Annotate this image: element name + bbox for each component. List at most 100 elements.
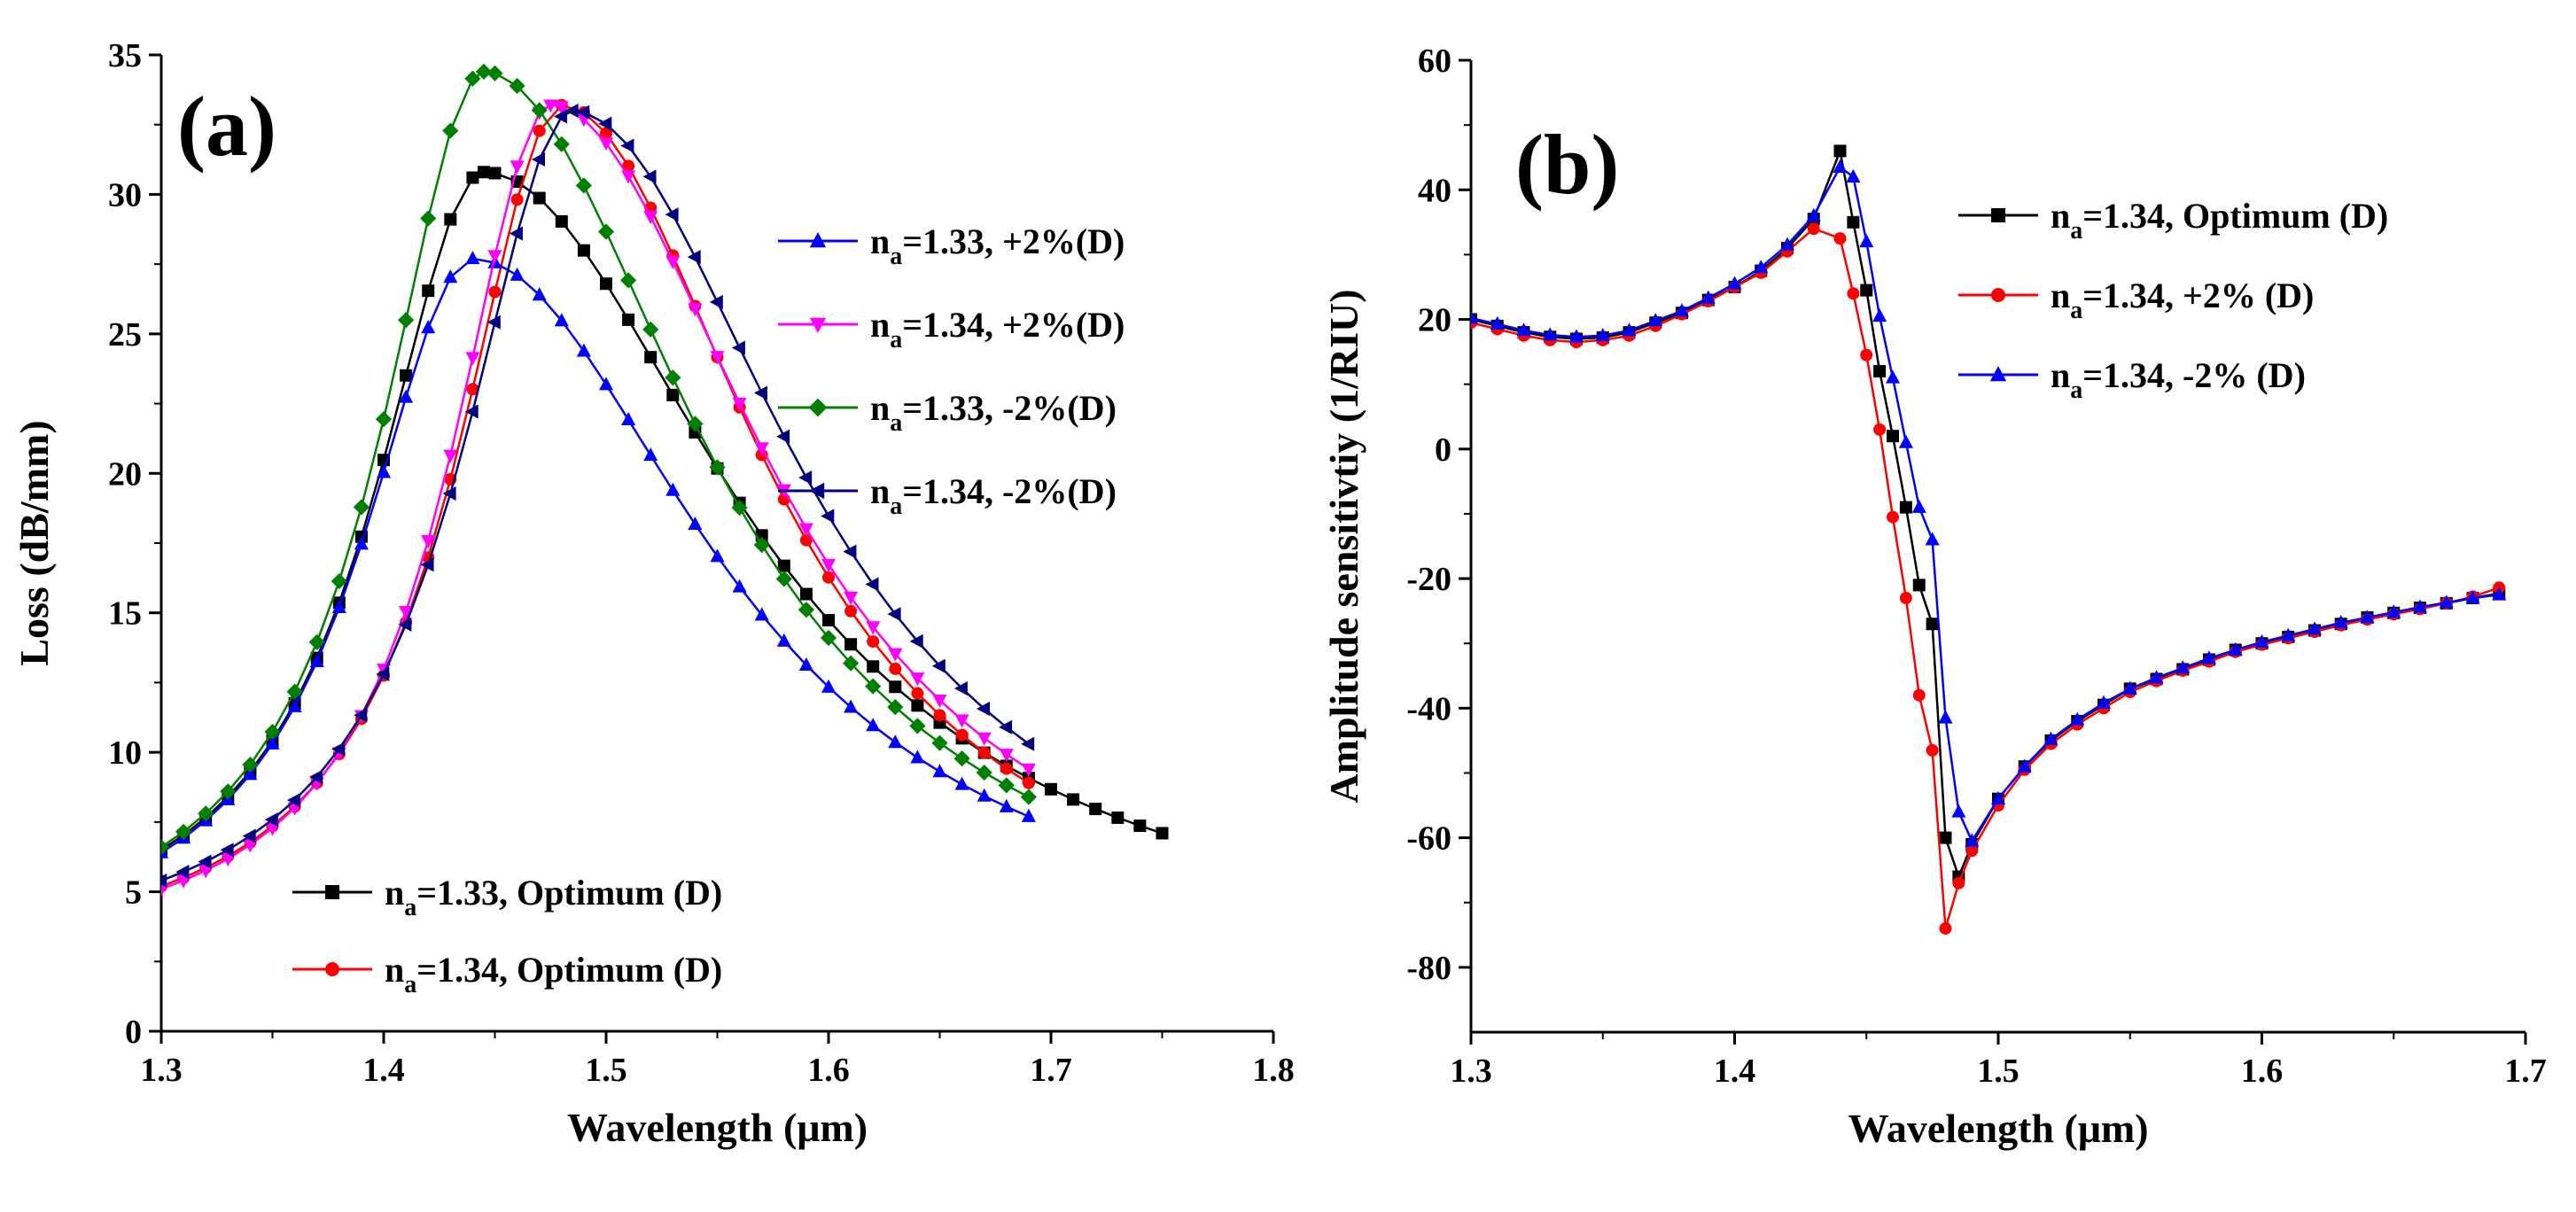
data-point-a-m2-134 [242, 828, 256, 843]
data-point-b-p2 [1952, 876, 1965, 890]
data-point-a-m2-133 [175, 823, 192, 840]
data-point-a-m2-133 [331, 572, 347, 590]
legend-label-rest: =1.33, -2%(D) [902, 388, 1117, 428]
data-point-a-p2-133 [532, 287, 547, 301]
data-point-a-m2-134 [198, 854, 212, 869]
data-point-a-p2-133 [932, 764, 947, 778]
data-point-a-opt134 [510, 193, 524, 206]
data-point-a-opt133 [799, 587, 813, 601]
data-point-a-m2-133 [798, 602, 814, 618]
data-point-a-m2-134 [308, 769, 323, 784]
y-tick-label: 30 [108, 176, 142, 214]
legend-marker-a-m2-133 [808, 398, 828, 417]
data-point-a-m2-134 [865, 577, 879, 592]
legend-label-subscript: a [890, 409, 902, 437]
data-point-a-p2-134 [910, 672, 925, 687]
data-point-b-m2 [1754, 260, 1769, 274]
data-point-a-m2-134 [753, 385, 767, 400]
data-point-b-m2 [1859, 234, 1874, 248]
data-point-a-p2-133 [866, 718, 881, 732]
legend-top: na=1.33, +2%(D)na=1.34, +2%(D)na=1.33, -… [778, 221, 1125, 520]
data-point-a-opt134 [622, 159, 635, 173]
data-point-a-p2-133 [999, 798, 1014, 812]
data-point-a-p2-133 [287, 698, 302, 712]
panel-a-chart: 1.3 1.4 1.5 1.6 1.7 1.8 0 5 10 15 20 25 30 35 Waveleng… [12, 37, 1295, 1150]
data-point-a-p2-134 [999, 749, 1014, 763]
data-point-b-m2 [1833, 159, 1848, 173]
legend-label-subscript: a [404, 894, 416, 921]
data-point-b-m2 [1898, 434, 1913, 448]
y-tick-label: -40 [1406, 690, 1451, 727]
x-tick-label: 1.5 [585, 1052, 627, 1089]
data-point-a-m2-134 [564, 103, 579, 119]
legend-marker-a-opt134 [325, 962, 339, 976]
data-point-a-opt134 [488, 285, 502, 299]
data-point-a-p2-133 [598, 377, 614, 391]
data-point-a-m2-134 [843, 544, 857, 559]
data-point-a-m2-134 [531, 152, 545, 167]
data-point-a-m2-133 [909, 718, 926, 734]
data-point-a-p2-134 [977, 732, 992, 746]
data-point-a-p2-134 [399, 606, 414, 620]
data-point-b-m2 [1471, 310, 1479, 324]
data-point-a-p2-134 [754, 442, 769, 456]
data-point-a-opt134 [933, 709, 946, 722]
data-point-b-opt [1912, 579, 1926, 592]
data-point-a-m2-133 [442, 122, 459, 139]
x-axis-title: Wavelength (μm) [1848, 1106, 2148, 1151]
data-point-a-p2-134 [710, 351, 725, 365]
data-point-a-opt134 [799, 533, 813, 547]
data-point-b-m2 [1568, 329, 1584, 343]
data-point-a-m2-133 [597, 223, 615, 240]
legend-label: na=1.34, +2%(D) [870, 305, 1125, 354]
data-point-a-p2-133 [621, 411, 636, 426]
data-point-a-p2-134 [732, 397, 747, 411]
legend-label: na=1.34, Optimum (D) [2051, 196, 2388, 245]
data-point-b-m2 [2149, 670, 2164, 684]
data-point-a-opt133 [1111, 811, 1125, 824]
data-point-a-p2-133 [798, 656, 813, 671]
data-point-a-p2-133 [954, 776, 969, 790]
data-point-a-p2-134 [621, 170, 636, 184]
data-point-a-m2-133 [531, 102, 548, 119]
data-point-b-m2 [1951, 804, 1966, 818]
data-point-a-m2-133 [620, 272, 637, 289]
data-point-b-p2 [1899, 592, 1912, 605]
x-tick-label: 1.4 [1714, 1053, 1756, 1090]
legend-label-subscript: a [2070, 297, 2082, 324]
data-point-a-p2-133 [421, 320, 436, 334]
data-point-b-opt [1833, 144, 1847, 158]
series-a-m2-133 [161, 63, 1037, 856]
data-point-a-p2-133 [643, 447, 658, 462]
legend-label-n: n [2051, 355, 2070, 395]
data-point-a-m2-134 [464, 404, 479, 419]
data-point-a-m2-134 [175, 865, 190, 880]
data-point-a-opt133 [577, 244, 590, 257]
data-point-b-m2 [1674, 303, 1690, 317]
data-point-a-p2-134 [421, 534, 436, 548]
data-point-b-m2 [2439, 594, 2454, 609]
data-point-a-p2-134 [243, 839, 258, 853]
data-point-a-m2-134 [220, 843, 234, 858]
data-point-a-opt133 [1067, 793, 1080, 806]
data-point-a-m2-133 [420, 210, 437, 227]
panel-b-chart: 1.3 1.4 1.5 1.6 1.7 -80 -60 -40 -20 0 20 40 60 Wavele… [1321, 43, 2547, 1151]
data-point-a-m2-134 [821, 509, 835, 524]
data-point-a-m2-134 [554, 109, 568, 124]
data-point-a-m2-134 [398, 617, 412, 632]
y-tick-label: 60 [1418, 43, 1451, 80]
data-point-b-m2 [1700, 290, 1716, 304]
legend-marker-a-m2-134 [809, 482, 825, 500]
legend-label-rest: =1.33, Optimum (D) [416, 873, 722, 913]
data-point-a-m2-134 [999, 719, 1013, 734]
legend-label-subscript: a [404, 971, 416, 998]
data-point-b-opt [1847, 215, 1860, 229]
data-point-b-m2 [2070, 711, 2085, 726]
data-point-b-p2 [1887, 510, 1899, 524]
data-point-a-opt133 [844, 638, 858, 651]
legend-label-n: n [385, 873, 404, 913]
data-point-a-m2-133 [642, 321, 659, 338]
data-point-a-p2-134 [465, 352, 480, 366]
data-point-a-p2-134 [844, 591, 859, 605]
